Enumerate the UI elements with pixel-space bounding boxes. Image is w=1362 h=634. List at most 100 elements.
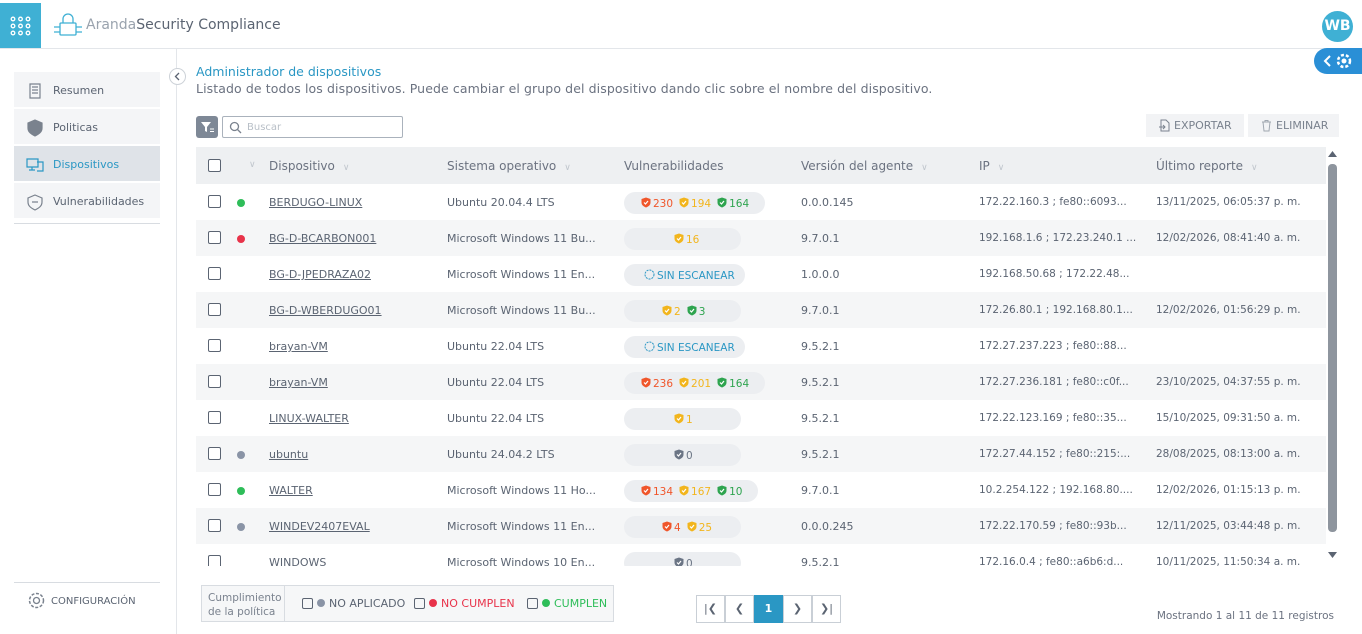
last-report: 23/10/2025, 04:37:55 p. m. (1156, 376, 1301, 388)
nav-icon (27, 194, 43, 211)
device-name[interactable]: brayan-VM (269, 340, 328, 353)
scan-icon (644, 269, 655, 280)
icon-shape (26, 158, 44, 172)
device-name[interactable]: LINUX-WALTER (269, 412, 349, 425)
os: Microsoft Windows 11 En... (447, 520, 596, 533)
vulnerability-count: 194 (691, 198, 712, 210)
search-input[interactable]: Buscar (222, 116, 403, 138)
page-current[interactable]: 1 (754, 595, 783, 623)
vulnerability-count: 0 (686, 558, 693, 566)
ip: 172.22.123.169 ; fe80::35... (979, 412, 1127, 424)
column-header[interactable]: Último reporte ∨ (1156, 159, 1258, 173)
column-header[interactable]: Dispositivo ∨ (269, 159, 349, 173)
vulnerability-count: 167 (691, 486, 712, 498)
checkbox[interactable] (208, 303, 221, 316)
device-name[interactable]: BG-D-JPEDRAZA02 (269, 268, 371, 281)
scan-icon (644, 341, 655, 352)
export-button[interactable]: EXPORTAR (1146, 114, 1244, 137)
column-header[interactable]: Versión del agente ∨ (801, 159, 928, 173)
top-bar (0, 0, 1362, 49)
config-link[interactable]: CONFIGURACIÓN (51, 596, 136, 607)
shield-icon (641, 377, 651, 388)
apps-button[interactable] (0, 3, 41, 48)
legend-option[interactable]: CUMPLEN (527, 597, 607, 610)
checkbox[interactable] (208, 195, 221, 208)
checkbox[interactable] (208, 447, 221, 460)
icon-shape (29, 83, 41, 99)
checkbox[interactable] (208, 339, 221, 352)
column-header[interactable]: IP ∨ (979, 159, 1004, 173)
sort-icon: ∨ (921, 163, 928, 173)
vulnerability-count: 4 (674, 522, 681, 534)
page-nav[interactable]: ❮ (725, 595, 754, 623)
delete-button[interactable]: ELIMINAR (1248, 114, 1339, 137)
shield-icon (662, 305, 672, 316)
page-nav[interactable]: ❯| (812, 595, 841, 623)
vulnerability-badge: 0 (624, 444, 741, 466)
checkbox[interactable] (208, 231, 221, 244)
nav-item[interactable]: Dispositivos (14, 146, 160, 182)
agent-version: 9.5.2.1 (801, 556, 840, 566)
device-table: Dispositivo ∨ Sistema operativo ∨ Vulnerabil… (196, 147, 1326, 566)
nav-item[interactable]: Politicas (14, 109, 160, 145)
vulnerability-badge: 0 (624, 552, 741, 566)
ip: 192.168.50.68 ; 172.22.48... (979, 268, 1130, 280)
last-report: 12/11/2025, 03:44:48 p. m. (1156, 520, 1301, 532)
status-dot (237, 523, 245, 531)
divider (284, 586, 285, 621)
checkbox[interactable] (208, 267, 221, 280)
vulnerability-badge: 1 (624, 408, 741, 430)
device-name[interactable]: WINDOWS (269, 556, 327, 566)
collapse-button[interactable] (169, 68, 186, 85)
ip: 172.27.237.223 ; fe80::88... (979, 340, 1127, 352)
table-row: brayan-VM Ubuntu 22.04 LTS SIN ESCANEAR 9.5… (196, 328, 1326, 364)
vulnerability-badge: 230 194 164 (624, 192, 766, 214)
shield-icon (717, 377, 727, 388)
nav-item[interactable]: Resumen (14, 72, 160, 108)
settings-tab[interactable] (1314, 48, 1362, 74)
shield-icon (687, 305, 697, 316)
vulnerability-badge: SIN ESCANEAR (624, 336, 745, 358)
shield-check (719, 200, 725, 205)
page-title: Administrador de dispositivos (196, 64, 382, 79)
search-placeholder: Buscar (247, 122, 282, 133)
page-nav[interactable]: ❯ (783, 595, 812, 623)
checkbox[interactable] (208, 159, 221, 172)
column-header: Vulnerabilidades (624, 159, 723, 173)
device-name[interactable]: BG-D-BCARBON001 (269, 232, 377, 245)
vulnerability-count: 164 (729, 198, 750, 210)
column-header[interactable]: Sistema operativo ∨ (447, 159, 571, 173)
checkbox[interactable] (208, 375, 221, 388)
device-name[interactable]: BERDUGO-LINUX (269, 196, 363, 209)
agent-version: 9.7.0.1 (801, 484, 840, 497)
device-name[interactable]: BG-D-WBERDUGO01 (269, 304, 382, 317)
page-subtitle: Listado de todos los dispositivos. Puede… (196, 81, 933, 96)
scrollbar[interactable] (1328, 164, 1337, 532)
table-row: brayan-VM Ubuntu 22.04 LTS 236 201 164 9.5.2.… (196, 364, 1326, 400)
nav-item[interactable]: Vulnerabilidades (14, 183, 160, 219)
os: Microsoft Windows 11 En... (447, 268, 596, 281)
checkbox[interactable] (208, 519, 221, 532)
icon-shape (27, 119, 43, 137)
legend-option[interactable]: NO APLICADO (302, 597, 405, 610)
device-name[interactable]: WINDEV2407EVAL (269, 520, 370, 533)
nav-label: Vulnerabilidades (53, 195, 145, 208)
shield-check (664, 308, 670, 313)
checkbox[interactable] (208, 411, 221, 424)
device-name[interactable]: brayan-VM (269, 376, 328, 389)
last-report: 12/02/2026, 01:56:29 p. m. (1156, 304, 1301, 316)
last-report: 10/11/2025, 11:50:34 a. m. (1156, 556, 1301, 566)
device-name[interactable]: WALTER (269, 484, 313, 497)
avatar[interactable]: WB (1322, 11, 1353, 42)
agent-version: 9.5.2.1 (801, 448, 840, 461)
table-row: LINUX-WALTER Ubuntu 22.04 LTS 1 9.5.2.1 172.… (196, 400, 1326, 436)
record-summary: Mostrando 1 al 11 de 11 registros (1156, 610, 1334, 622)
page-nav[interactable]: |❮ (696, 595, 725, 623)
status-dot (237, 487, 245, 495)
filter-button[interactable] (196, 116, 218, 138)
device-name[interactable]: ubuntu (269, 448, 309, 461)
checkbox[interactable] (208, 483, 221, 496)
legend-option[interactable]: NO CUMPLEN (414, 597, 515, 610)
checkbox[interactable] (208, 555, 221, 566)
